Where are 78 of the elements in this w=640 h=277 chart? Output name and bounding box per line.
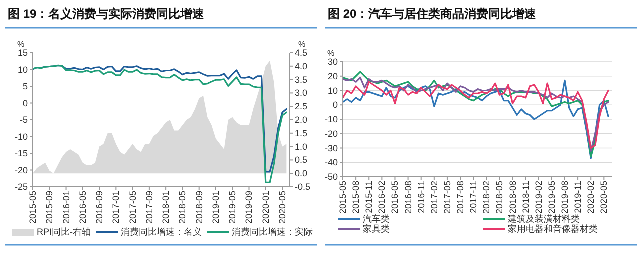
x-tick-label: 2016-05 [390,181,400,214]
y-tick-label: 5 [22,82,28,92]
x-tick-label: 2017-05 [442,181,452,214]
legend-label: 消费同比增速：名义 [121,227,202,237]
legend-label: 建筑及装潢材料类 [507,214,580,224]
x-tick-label: 2017-02 [429,181,440,214]
x-tick-label: 2017-09 [144,191,154,224]
y-tick-label: -20 [14,165,28,176]
x-tick-label: 2015-09 [44,191,55,224]
x-tick-label: 2019-01 [210,191,221,224]
x-tick-label: 2017-01 [111,191,122,224]
x-tick-label: 2020-01 [260,191,271,224]
x-tick-label: 2015-05 [338,181,348,214]
legend-label: 家具类 [363,224,390,234]
legend-label: RPI同比-右轴 [37,227,91,237]
y-tick-label: -30 [324,143,338,154]
x-tick-label: 2016-02 [377,181,388,214]
y-tick-label: -50 [324,172,338,182]
x-tick-label: 2017-08 [456,181,466,214]
x-tick-label: 2016-08 [403,181,414,214]
x-tick-label: 2019-02 [534,181,544,214]
y-tick-label: 0 [332,100,338,110]
y2-tick-label: 4.0 [295,61,308,72]
y2-tick-label: 0.5 [295,155,308,166]
x-tick-label: 2018-05 [494,181,505,214]
x-tick-label: 2015-08 [351,181,362,214]
x-tick-label: 2017-05 [128,191,138,224]
x-tick-label: 2016-11 [416,181,426,214]
y2-tick-label: 3.0 [295,88,308,98]
y-tick-label: 20 [328,71,338,82]
x-tick-label: 2019-09 [244,191,254,224]
legend-label: 汽车类 [363,214,390,224]
chart-title: 图 19：名义消费与实际消费同比增速 [8,7,206,21]
y2-tick-label: 0.0 [295,168,308,179]
x-tick-label: 2016-05 [78,191,88,224]
x-tick-label: 2020-05 [278,191,288,224]
y-axis-title: % [17,40,25,49]
x-tick-label: 2016-01 [61,191,72,224]
x-tick-label: 2015-05 [28,191,38,224]
x-tick-label: 2016-09 [94,191,105,224]
x-tick-label: 2018-08 [508,181,518,214]
y-tick-label: 0 [22,98,28,108]
x-tick-label: 2018-09 [194,191,204,224]
x-tick-label: 2020-05 [599,181,610,214]
x-tick-label: 2015-11 [364,181,374,214]
y-tick-label: -40 [324,158,338,168]
y-tick-label: -10 [14,132,28,142]
y-tick-label: 10 [18,64,28,75]
y-axis-title: % [327,49,335,58]
y2-tick-label: -0.5 [295,182,311,192]
y-tick-label: -15 [14,148,28,158]
x-tick-label: 2019-05 [228,191,238,224]
y-tick-label: -10 [324,114,338,124]
y2-tick-label: 1.5 [295,128,308,138]
y-tick-label: 15 [18,48,28,58]
x-tick-label: 2019-08 [560,181,570,214]
y-tick-label: -25 [14,182,28,192]
y-tick-label: -20 [324,128,338,139]
legend-label: 消费同比增速：实际 [232,227,313,237]
x-tick-label: 2018-05 [178,191,188,224]
x-tick-label: 2019-05 [546,181,557,214]
y2-tick-label: 4.5 [295,48,308,58]
x-tick-label: 2019-11 [573,181,584,214]
y-tick-label: -5 [20,115,28,125]
y2-tick-label: 2.5 [295,102,308,112]
x-tick-label: 2020-02 [586,181,596,214]
x-tick-label: 2018-01 [161,191,172,224]
x-tick-label: 2017-11 [468,181,479,214]
y2-axis-title: % [298,40,306,49]
chart-title: 图 20：汽车与居住类商品消费同比增速 [328,7,538,21]
y2-tick-label: 3.5 [295,74,308,85]
y2-tick-label: 2.0 [295,115,308,125]
legend-label: 家用电器和音像器材类 [508,224,598,234]
x-tick-label: 2018-11 [520,181,531,214]
x-tick-label: 2018-02 [482,181,492,214]
y-tick-label: 10 [328,86,338,96]
y-tick-label: 30 [328,57,338,67]
y2-tick-label: 1.0 [295,142,308,152]
